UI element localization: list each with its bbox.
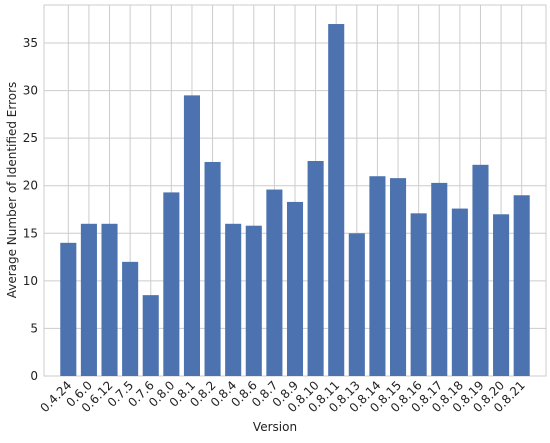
y-tick-label: 0 — [30, 369, 38, 383]
y-tick-label: 25 — [23, 131, 38, 145]
y-tick-label: 35 — [23, 36, 38, 50]
bar — [286, 201, 304, 376]
bar — [390, 178, 407, 376]
y-axis-label: Average Number of Identified Errors — [5, 82, 19, 299]
bar — [183, 95, 200, 376]
bar — [493, 214, 510, 376]
bar — [513, 195, 530, 376]
bar — [101, 223, 118, 376]
bar — [225, 223, 242, 376]
y-tick-label: 15 — [23, 226, 38, 240]
x-axis-label: Version — [253, 420, 297, 434]
bar — [204, 161, 221, 376]
bar — [142, 295, 159, 376]
bar — [163, 192, 180, 376]
bar — [410, 213, 427, 376]
bar — [431, 182, 448, 376]
bar — [80, 223, 97, 376]
y-tick-label: 5 — [30, 321, 38, 335]
bar — [348, 233, 365, 376]
bar — [451, 208, 468, 376]
y-tick-label: 20 — [23, 179, 38, 193]
bar — [307, 161, 324, 376]
bar — [266, 189, 283, 376]
bar — [245, 225, 262, 376]
bar — [472, 164, 489, 376]
bar — [328, 24, 345, 377]
bar — [60, 242, 77, 376]
y-tick-label: 30 — [23, 84, 38, 98]
bar — [369, 176, 386, 376]
bar — [122, 261, 139, 376]
y-tick-label: 10 — [23, 274, 38, 288]
